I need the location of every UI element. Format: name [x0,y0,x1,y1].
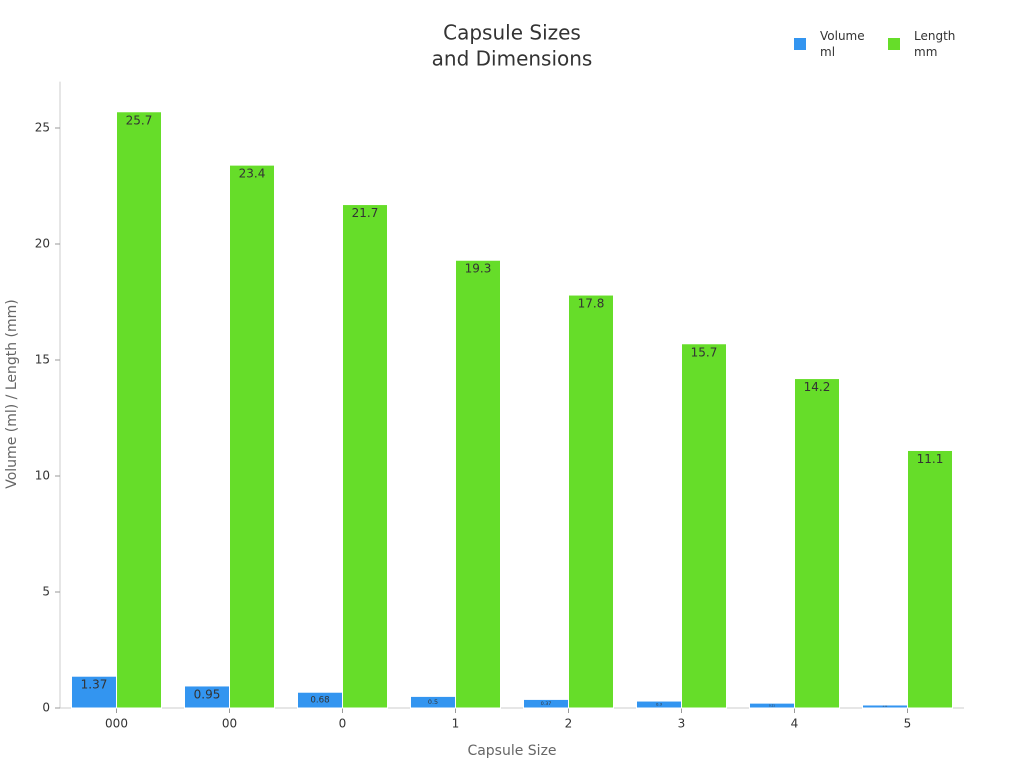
data-label: 1.37 [81,678,108,692]
bar [681,343,727,709]
data-label: 25.7 [126,113,153,127]
legend-label: Volume ml [820,29,865,59]
y-tick-label: 0 [42,701,50,715]
y-tick-label: 15 [35,353,50,367]
x-axis-label: Capsule Size [467,743,556,759]
y-tick-label: 5 [42,585,50,599]
x-tick-label: 3 [678,717,686,731]
bar [342,204,388,709]
legend-item[interactable]: Length mm [888,28,964,60]
legend-swatch [794,38,806,50]
legend-swatch [888,38,900,50]
legend-label: Length mm [914,29,956,59]
data-label: 21.7 [352,206,379,220]
x-tick-label: 000 [105,717,128,731]
bar [229,164,275,709]
x-tick-label: 00 [222,717,237,731]
chart-title: and Dimensions [432,47,593,71]
chart-title: Capsule Sizes [443,21,581,45]
data-label: 0.95 [194,687,221,701]
y-tick-label: 25 [35,121,50,135]
data-label: 0.13 [883,706,888,708]
x-tick-label: 2 [565,717,573,731]
x-tick-label: 5 [904,717,912,731]
data-label: 11.1 [917,452,944,466]
bar [794,378,840,709]
legend-item[interactable]: Volume ml [794,28,870,60]
data-label: 0.5 [428,698,438,706]
bar [455,259,501,709]
data-label: 0.68 [310,696,329,706]
legend: Volume ml Length mm [794,28,964,60]
bar [568,294,614,709]
x-tick-label: 1 [452,717,460,731]
data-label: 14.2 [804,380,831,394]
data-label: 23.4 [239,167,266,181]
y-tick-label: 20 [35,237,50,251]
bar [116,111,162,709]
data-label: 0.3 [656,702,663,707]
y-tick-label: 10 [35,469,50,483]
x-tick-label: 4 [791,717,799,731]
y-axis-label: Volume (ml) / Length (mm) [4,299,20,489]
x-tick-label: 0 [339,717,347,731]
data-label: 19.3 [465,262,492,276]
data-label: 15.7 [691,345,718,359]
data-label: 0.37 [541,701,552,707]
data-label: 0.21 [769,704,775,708]
bar [907,449,953,709]
data-label: 17.8 [578,297,605,311]
